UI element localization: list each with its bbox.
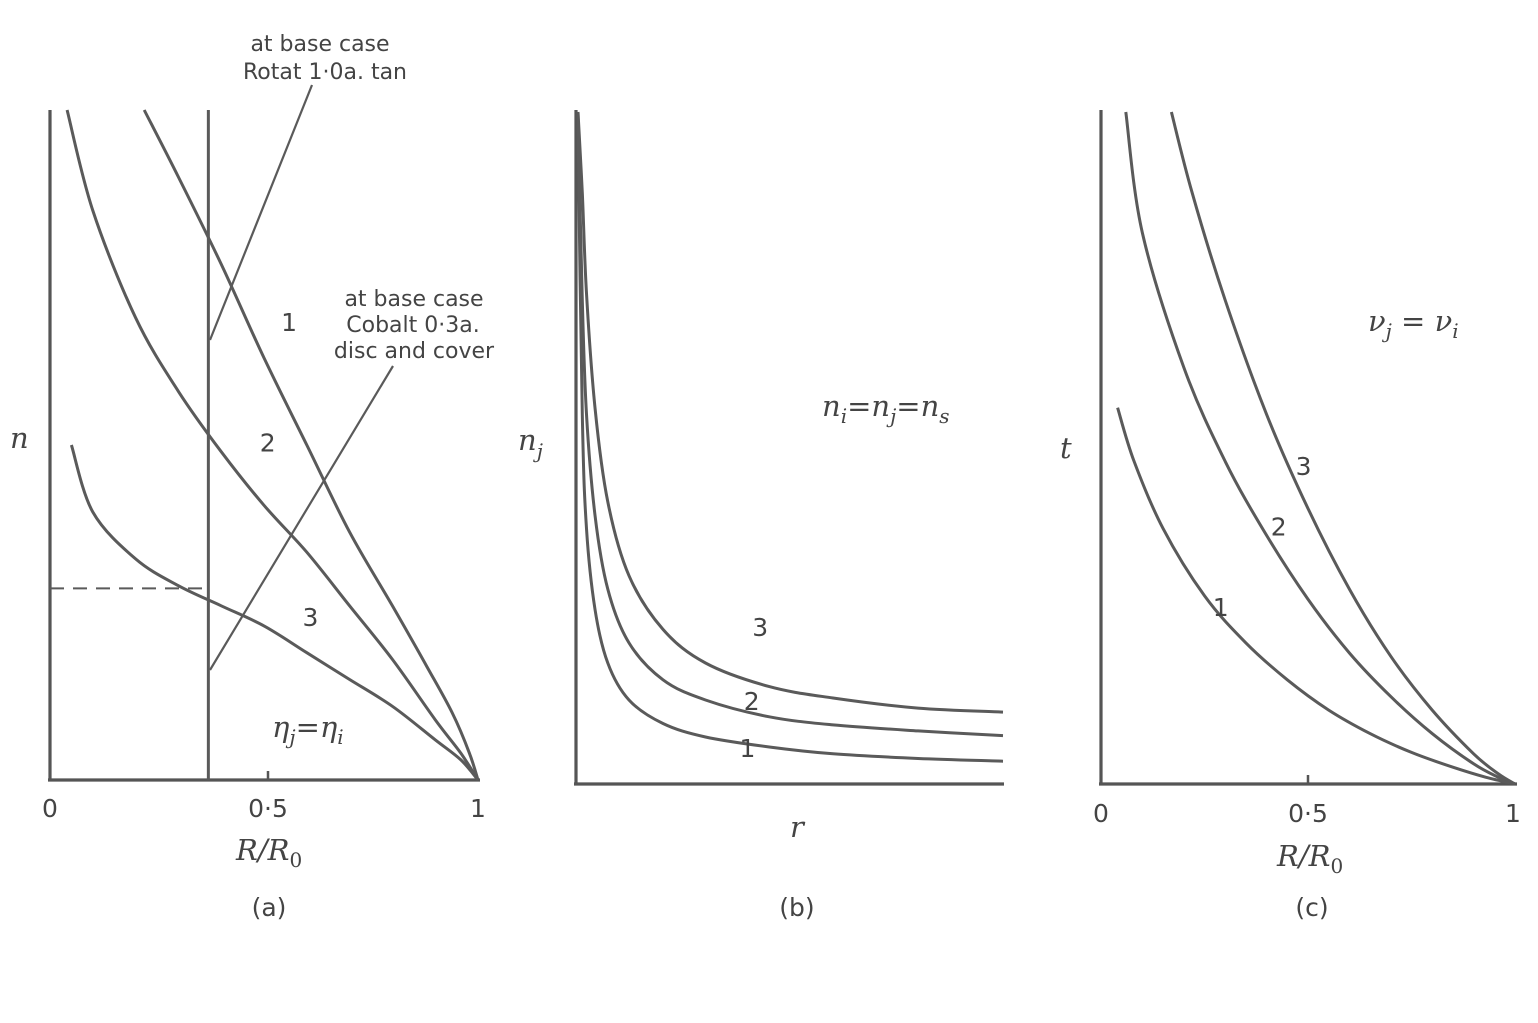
panel-b-relation-rhs: =n [896, 389, 939, 423]
panel-c-curve-3 [1169, 111, 1516, 786]
panel-b-relation: ni=nj=ns [822, 389, 950, 428]
panel-b-curves: 1 2 3 [576, 111, 1004, 763]
panel-b-relation-mid-sub: j [886, 404, 896, 428]
panel-c-x-label: R/R0 [1276, 839, 1343, 878]
panel-a: 1 2 3 at base case Rotat 1·0a. tan at base… [10, 32, 495, 922]
panel-a-annotation-1-line-2: Rotat 1·0a. tan [243, 60, 407, 85]
panel-b-relation-lhs: n [822, 389, 841, 423]
panel-b-curve-label-3: 3 [752, 613, 768, 642]
panel-c-curve-1 [1116, 407, 1516, 786]
panel-a-curve-label-3: 3 [303, 603, 319, 632]
panel-b-curve-2 [576, 111, 1004, 738]
panel-c-curves: 1 2 3 [1116, 111, 1516, 786]
panel-a-curve-2 [65, 109, 480, 781]
panel-b-x-label: r [790, 810, 806, 844]
panel-a-curve-1 [142, 109, 480, 781]
panel-b-curve-label-1: 1 [740, 734, 756, 763]
panel-c-relation-lhs-sub: j [1382, 319, 1392, 343]
panel-c: 123 t R/R0 0 0·5 1 (c) νj = νi [1060, 110, 1521, 922]
panel-c-curve-label-2: 2 [1271, 512, 1287, 541]
panel-c-curve-label-1: 1 [1213, 593, 1229, 622]
panel-c-relation: νj = νi [1368, 304, 1459, 343]
panel-a-x-tick-label-0-5: 0·5 [248, 794, 288, 823]
panel-a-x-label: R/R0 [235, 833, 302, 872]
panel-b-relation-mid: =n [847, 389, 890, 423]
panel-a-annotation-2-leader [209, 365, 394, 671]
panel-a-curve-label-2: 2 [260, 429, 276, 458]
panel-a-relation-rhs-sub: i [337, 725, 343, 749]
panel-a-x-label-sub: 0 [289, 848, 302, 872]
panel-c-y-label: t [1060, 431, 1072, 465]
panel-a-annotation-2-line-2: Cobalt 0·3a. [346, 313, 479, 338]
panel-a-curve-label-1: 1 [281, 308, 297, 337]
panel-a-annotation-1-line-1: at base case [250, 32, 389, 57]
panel-a-caption: (a) [252, 893, 287, 922]
panel-c-x-label-sub: 0 [1330, 854, 1343, 878]
panel-a-annotation-2-line-1: at base case [344, 287, 483, 312]
panel-c-relation-rhs: = ν [1392, 304, 1452, 338]
panel-a-annotation-2-line-3: disc and cover [334, 339, 495, 364]
panel-a-relation-lhs: η [272, 710, 290, 744]
panel-c-relation-lhs: ν [1368, 304, 1386, 338]
panel-c-x-tick-label-0: 0 [1093, 799, 1109, 828]
panel-a-relation-lhs-sub: j [285, 725, 295, 749]
panel-c-x-tick-label-1: 1 [1505, 799, 1521, 828]
panel-c-x-tick-label-0-5: 0·5 [1288, 799, 1328, 828]
panel-a-x-label-main: R/R [235, 833, 289, 867]
panel-a-curve-3 [69, 444, 480, 781]
panel-b: 123 nj r (b) ni=nj=ns [518, 110, 1004, 922]
panel-a-curves: 1 2 3 [65, 109, 480, 781]
panel-c-curve-label-3: 3 [1296, 452, 1312, 481]
panel-c-relation-rhs-sub: i [1452, 319, 1458, 343]
panel-b-y-label-sub: j [533, 439, 543, 463]
panel-b-curve-label-2: 2 [744, 687, 760, 716]
panel-b-y-label-main: n [518, 423, 537, 457]
panel-b-curve-3 [576, 111, 1004, 714]
panel-b-caption: (b) [779, 893, 814, 922]
panel-a-y-label: n [10, 421, 29, 455]
panel-a-x-tick-label-1: 1 [470, 794, 486, 823]
panel-b-curve-1 [576, 125, 1004, 763]
panel-a-annotation-1-leader [208, 84, 314, 341]
panel-a-relation: ηj=ηi [272, 710, 344, 749]
panel-b-relation-lhs-sub: i [841, 404, 847, 428]
panel-a-x-tick-label-0: 0 [42, 794, 58, 823]
panel-c-curve-2 [1124, 111, 1516, 786]
panel-b-y-label: nj [518, 423, 543, 463]
panel-a-relation-rhs: =η [296, 710, 338, 744]
panel-b-relation-rhs-sub: s [939, 404, 949, 428]
panel-c-caption: (c) [1295, 893, 1328, 922]
panel-c-x-label-main: R/R [1276, 839, 1330, 873]
